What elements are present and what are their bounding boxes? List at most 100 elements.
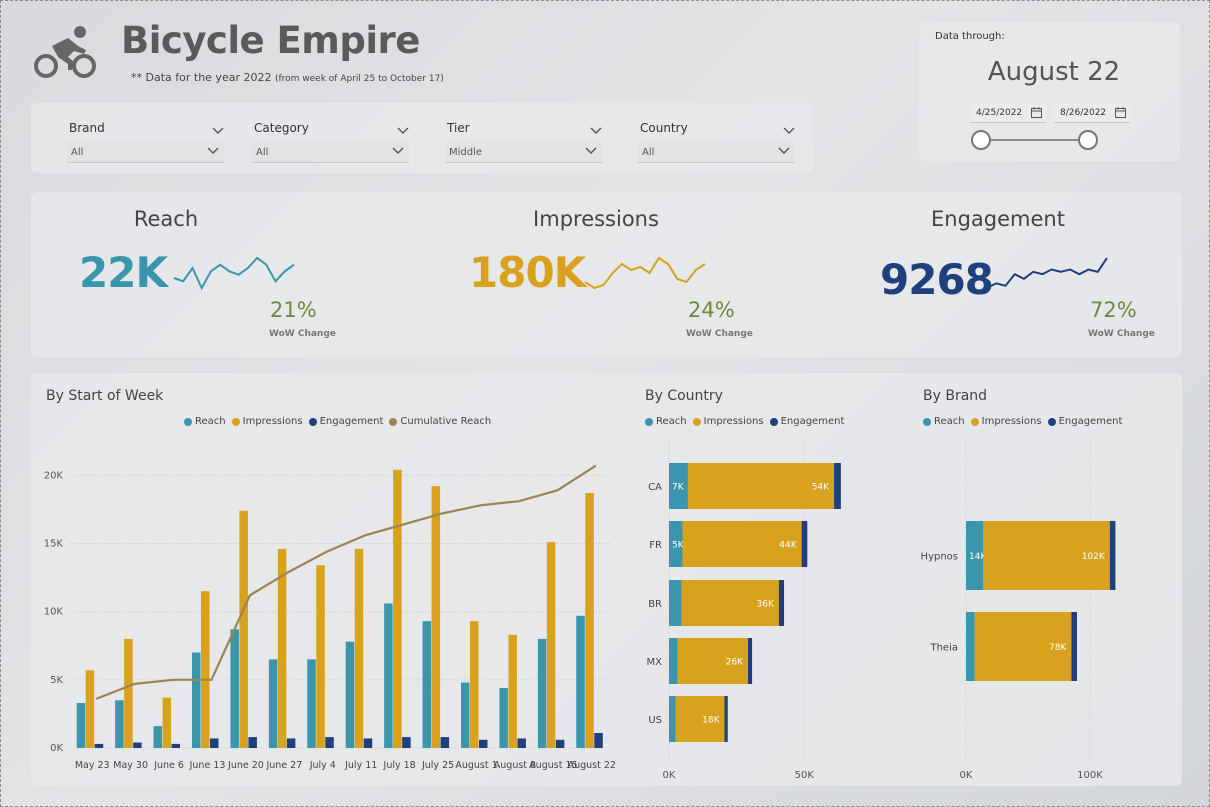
bar-reach	[230, 629, 239, 748]
bar-engagement	[133, 742, 142, 748]
bar-impressions	[85, 670, 95, 748]
bar-impressions	[508, 634, 517, 748]
legend-item[interactable]: Impressions	[970, 416, 1042, 427]
x-tick-label: August 1	[455, 760, 497, 771]
filter-value: All	[71, 147, 84, 158]
category-label: FR	[649, 540, 662, 551]
data-label: 5K	[672, 541, 685, 551]
kpi-sparkline	[173, 256, 295, 291]
end-date-input[interactable]: 8/26/2022	[1054, 103, 1130, 123]
x-tick-label: June 13	[189, 760, 226, 771]
bar-impressions	[277, 548, 287, 748]
week-chart-title: By Start of Week	[46, 388, 164, 404]
bar-engagement	[286, 738, 296, 748]
x-tick-label: August 8	[494, 760, 536, 771]
category-label: BR	[648, 599, 662, 610]
country-chart: 0K 50K CA 7K 54K FR 5K 44K BR 36K MX 26K US 18K	[647, 440, 841, 781]
bar-impressions	[675, 696, 725, 742]
bar-engagement	[834, 463, 841, 509]
x-tick-label: July 4	[309, 760, 336, 771]
legend-label: Impressions	[981, 416, 1042, 427]
bar-impressions	[546, 542, 556, 748]
filter-label-brand: Brand	[69, 121, 105, 135]
legend-item[interactable]: Impressions	[692, 416, 764, 427]
filter-value: All	[642, 147, 655, 158]
y-tick-label: 10K	[44, 607, 64, 618]
chevron-down-icon[interactable]	[207, 147, 219, 157]
legend-item[interactable]: Engagement	[1047, 416, 1122, 427]
legend-item[interactable]: Engagement	[769, 416, 845, 427]
filter-select-tier[interactable]: Middle	[445, 141, 602, 163]
page-subtitle: ** Data for the year 2022 (from week of …	[131, 71, 444, 84]
legend-label: Engagement	[780, 416, 845, 427]
chevron-down-icon[interactable]	[778, 147, 790, 157]
legend-swatch	[645, 417, 653, 426]
legend-label: Engagement	[319, 416, 384, 427]
date-slider-track[interactable]	[981, 139, 1088, 141]
bar-engagement	[248, 737, 257, 748]
kpi-wow-percent: 21%	[270, 298, 317, 322]
legend-item[interactable]: Cumulative Reach	[389, 416, 491, 427]
filter-select-category[interactable]: All	[252, 141, 409, 163]
legend-swatch	[692, 417, 701, 426]
kpi-sparkline	[584, 256, 706, 290]
bar-engagement	[517, 738, 526, 748]
chevron-down-icon[interactable]	[783, 120, 795, 134]
country-chart-legend: Reach Impressions Engagement	[645, 416, 850, 427]
start-date-input[interactable]: 4/25/2022	[970, 103, 1046, 123]
legend-label: Impressions	[242, 416, 303, 427]
bar-impressions	[677, 638, 749, 684]
data-label: 36K	[757, 600, 775, 610]
bar-impressions	[393, 469, 402, 748]
bar-engagement	[1071, 612, 1077, 681]
filter-select-brand[interactable]: All	[67, 141, 224, 163]
bar-engagement	[1109, 521, 1116, 590]
filter-select-country[interactable]: All	[638, 141, 795, 163]
legend-item[interactable]: Engagement	[308, 416, 384, 427]
date-slider-end-handle[interactable]	[1078, 130, 1098, 150]
category-label: CA	[648, 482, 662, 493]
date-card	[919, 22, 1180, 161]
kpi-title-engagement: Engagement	[931, 207, 1065, 231]
bar-reach	[307, 659, 316, 748]
sparkline-path	[584, 256, 706, 290]
chevron-down-icon[interactable]	[392, 147, 404, 157]
week-chart-legend: Reach Impressions Engagement Cumulative Rea…	[184, 416, 497, 427]
data-label: 44K	[779, 541, 797, 551]
kpi-wow-label: WoW Change	[686, 329, 753, 339]
legend-item[interactable]: Reach	[645, 416, 687, 427]
bar-reach	[268, 659, 278, 748]
chevron-down-icon[interactable]	[397, 120, 409, 134]
bar-impressions	[682, 521, 802, 567]
chevron-down-icon[interactable]	[590, 120, 602, 134]
brand-chart-title: By Brand	[923, 388, 988, 404]
date-slider-start-handle[interactable]	[971, 130, 991, 150]
bar-reach	[669, 580, 682, 626]
bar-reach	[115, 700, 124, 748]
data-label: 14K	[969, 552, 987, 562]
kpi-title-reach: Reach	[133, 207, 199, 231]
brand-chart-legend: Reach Impressions Engagement	[923, 416, 1128, 427]
chevron-down-icon[interactable]	[585, 147, 597, 157]
bar-engagement	[555, 739, 565, 748]
bar-reach	[499, 688, 508, 748]
bar-impressions	[470, 621, 479, 748]
bar-reach	[153, 726, 163, 748]
legend-item[interactable]: Reach	[184, 416, 226, 427]
bar-impressions	[431, 486, 441, 748]
filter-label-tier: Tier	[447, 121, 470, 135]
calendar-icon[interactable]	[1031, 107, 1042, 118]
calendar-icon[interactable]	[1115, 107, 1126, 118]
bar-engagement	[210, 738, 219, 748]
bar-impressions	[354, 548, 364, 748]
bar-impressions	[201, 591, 210, 748]
legend-swatch	[923, 417, 931, 426]
brand-chart: 0K 100K Hypnos 14K 102K Theia 78K	[921, 440, 1116, 781]
filter-value: All	[256, 147, 269, 158]
bar-reach	[966, 612, 975, 681]
legend-item[interactable]: Reach	[923, 416, 965, 427]
legend-item[interactable]: Impressions	[231, 416, 303, 427]
kpi-wow-label: WoW Change	[269, 329, 336, 339]
chevron-down-icon[interactable]	[212, 120, 224, 134]
legend-swatch	[184, 417, 192, 426]
